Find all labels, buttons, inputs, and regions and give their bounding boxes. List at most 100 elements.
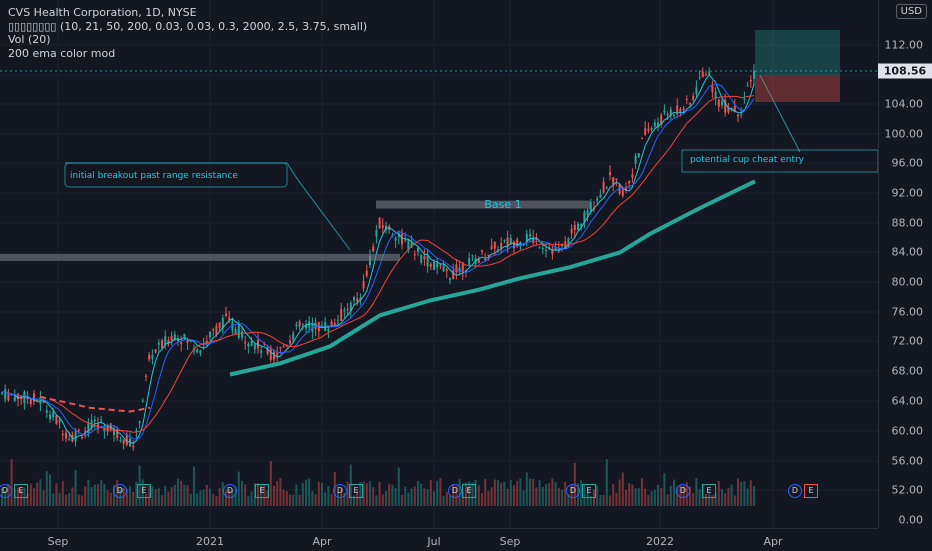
- time-tick-label: Sep: [499, 535, 521, 548]
- candle-body: [666, 114, 669, 116]
- candle-body: [221, 317, 224, 329]
- candle-body: [212, 329, 215, 331]
- candle-body: [231, 321, 234, 330]
- volume-bar: [609, 495, 611, 506]
- candle-body: [298, 321, 301, 327]
- volume-bar: [513, 485, 515, 506]
- candle-body: [119, 440, 122, 442]
- dividend-marker[interactable]: D: [448, 484, 462, 498]
- price-tick-label: 68.00: [891, 364, 924, 378]
- volume-bar: [381, 494, 384, 506]
- candle-body: [500, 242, 503, 249]
- candle-body: [612, 177, 615, 186]
- volume-bar: [141, 479, 144, 506]
- earnings-marker[interactable]: E: [349, 484, 363, 498]
- earnings-marker[interactable]: E: [702, 484, 716, 498]
- volume-bar: [173, 484, 176, 506]
- volume-bar: [535, 487, 538, 506]
- dividend-marker[interactable]: D: [333, 484, 347, 498]
- volume-bar: [721, 489, 723, 506]
- volume-bar: [394, 488, 397, 506]
- candle-body: [551, 248, 554, 254]
- volume-indicator[interactable]: Vol (20): [8, 33, 51, 46]
- candle-body: [644, 128, 647, 136]
- earnings-marker[interactable]: E: [255, 484, 269, 498]
- volume-bar: [698, 489, 701, 506]
- volume-bar: [637, 488, 640, 506]
- time-axis[interactable]: Sep 2021 Apr Jul Sep 2022 Apr: [0, 528, 878, 551]
- volume-bar: [740, 481, 743, 506]
- volume-bar: [202, 489, 205, 506]
- candle-body: [87, 423, 90, 434]
- volume-bar: [365, 483, 368, 506]
- volume-bar: [397, 467, 400, 506]
- volume-bar: [237, 471, 240, 506]
- candle-body: [7, 392, 10, 401]
- chart-area[interactable]: [0, 0, 878, 528]
- ema-indicator[interactable]: 200 ema color mod: [8, 46, 116, 60]
- volume-bar: [10, 459, 13, 506]
- candle-body: [301, 324, 304, 326]
- candle-body: [673, 114, 675, 116]
- volume-bar: [529, 478, 531, 506]
- volume-bar: [68, 493, 71, 506]
- volume-bar: [538, 480, 541, 506]
- candle-body: [733, 106, 736, 112]
- ema200-line: [229, 179, 756, 377]
- price-chart[interactable]: [0, 0, 878, 528]
- candle-body: [183, 333, 186, 339]
- earnings-marker[interactable]: E: [137, 484, 151, 498]
- dividend-marker[interactable]: D: [566, 484, 580, 498]
- candle-body: [513, 241, 515, 249]
- volume-bar: [154, 489, 157, 506]
- dividend-marker[interactable]: D: [223, 484, 237, 498]
- candle-body: [4, 388, 7, 400]
- earnings-marker[interactable]: E: [582, 484, 596, 498]
- volume-bar: [733, 495, 736, 506]
- candle-body: [689, 103, 691, 105]
- earnings-marker[interactable]: E: [462, 484, 476, 498]
- volume-bar: [471, 482, 474, 506]
- volume-bar: [170, 487, 173, 506]
- candle-body: [625, 187, 627, 191]
- volume-bar: [372, 487, 375, 506]
- candle-body: [266, 347, 269, 354]
- symbol-title[interactable]: CVS Health Corporation, 1D, NYSE: [8, 6, 197, 19]
- indicator-row[interactable]: ▯▯▯▯▯▯▯▯ (10, 21, 50, 200, 0.03, 0.03, 0…: [8, 20, 367, 34]
- dividend-marker[interactable]: D: [113, 484, 127, 498]
- volume-bar: [644, 488, 647, 506]
- dividend-marker[interactable]: D: [788, 484, 802, 498]
- candle-body: [442, 265, 445, 272]
- price-axis[interactable]: USD 112.00108.00104.00100.0096.0092.0088…: [878, 0, 932, 528]
- earnings-marker[interactable]: E: [804, 484, 818, 498]
- candle-body: [151, 355, 154, 359]
- volume-bar: [391, 484, 394, 506]
- candle-body: [573, 224, 576, 230]
- dividend-marker[interactable]: D: [0, 484, 12, 498]
- cheat-entry-annotation[interactable]: potential cup cheat entry: [690, 155, 805, 165]
- price-tick-label: 56.00: [891, 454, 924, 468]
- price-tick-label: 100.00: [884, 127, 924, 141]
- volume-bar: [711, 494, 714, 506]
- candle-body: [103, 427, 106, 432]
- earnings-marker[interactable]: E: [14, 484, 28, 498]
- candle-body: [404, 239, 407, 241]
- currency-label[interactable]: USD: [895, 4, 927, 19]
- volume-bar: [285, 491, 288, 506]
- volume-bar: [132, 491, 135, 506]
- base-annotation[interactable]: Base 1: [484, 198, 522, 211]
- candle-body: [580, 223, 583, 227]
- volume-bar: [273, 485, 275, 506]
- volume-bar: [420, 483, 423, 506]
- volume-bar: [657, 484, 659, 506]
- candle-body: [452, 270, 455, 280]
- breakout-annotation[interactable]: initial breakout past range resistance: [70, 171, 238, 181]
- candle-body: [170, 335, 173, 341]
- current-price-label: 108.56: [878, 63, 932, 79]
- dividend-marker[interactable]: D: [676, 484, 690, 498]
- candle-body: [77, 430, 80, 432]
- volume-bar: [589, 495, 592, 506]
- volume-bar: [186, 485, 189, 506]
- volume-bar: [705, 493, 707, 506]
- candle-body: [429, 263, 432, 267]
